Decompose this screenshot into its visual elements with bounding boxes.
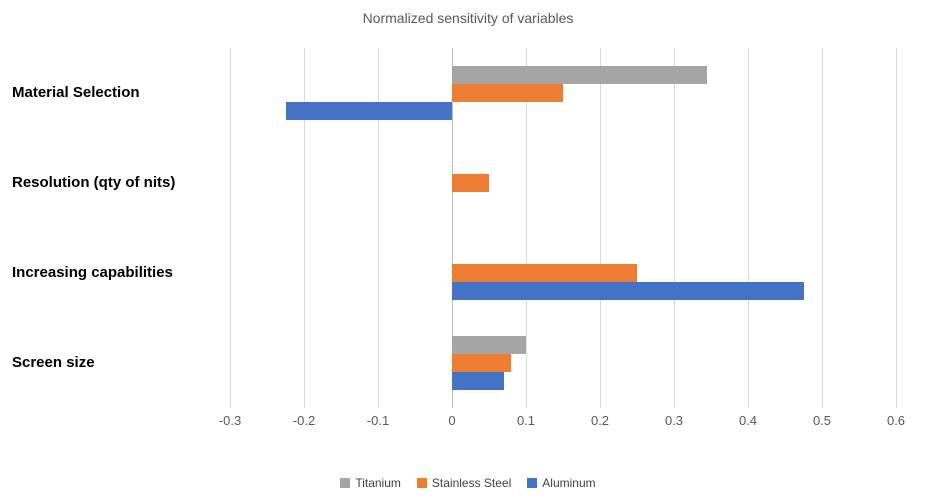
x-tick-label: 0.5 [812,413,832,428]
legend-swatch-stainless-steel [416,478,427,488]
gridline [748,48,749,408]
legend-label-titanium: Titanium [355,476,401,490]
category-label: Material Selection [12,84,140,101]
legend: Titanium Stainless Steel Aluminum [0,476,936,490]
gridline [525,48,527,408]
x-tick-label: 0 [448,413,456,428]
gridline [896,48,897,408]
gridline [377,48,379,408]
gridline [230,48,231,408]
bar-stainless-steel [452,84,563,102]
gridline [303,48,305,408]
zero-axis-line [452,48,453,408]
legend-item-stainless-steel: Stainless Steel [416,476,512,490]
x-tick-label: -0.1 [366,413,390,428]
bar-aluminum [285,102,452,120]
x-tick-label: 0.3 [664,413,684,428]
bar-titanium [452,66,708,84]
x-tick-label: -0.3 [218,413,242,428]
category-label: Screen size [12,354,95,371]
legend-item-titanium: Titanium [340,476,401,490]
x-axis: -0.3 -0.2 -0.1 0 0.1 0.2 0.3 0.4 0.5 0.6 [219,413,905,429]
legend-swatch-titanium [340,478,351,488]
legend-item-aluminum: Aluminum [527,476,596,490]
bar-stainless-steel [452,354,512,372]
x-tick-label: 0.4 [738,413,758,428]
chart-title: Normalized sensitivity of variables [362,10,574,26]
bar-titanium [452,336,526,354]
legend-swatch-aluminum [527,478,538,488]
gridline [600,48,601,408]
legend-label-aluminum: Aluminum [542,476,596,490]
category-label: Increasing capabilities [12,264,173,281]
bar-stainless-steel [452,174,489,192]
x-tick-label: 0.2 [590,413,610,428]
plot-area [230,48,897,408]
x-tick-label: 0.1 [516,413,536,428]
x-tick-label: 0.6 [886,413,906,428]
x-tick-label: -0.2 [292,413,316,428]
legend-label-stainless-steel: Stainless Steel [431,476,512,490]
bar-aluminum [452,282,804,300]
gridline [674,48,675,408]
bar-stainless-steel [452,264,637,282]
gridline [821,48,823,408]
bar-aluminum [452,372,504,390]
category-label: Resolution (qty of nits) [12,174,176,191]
